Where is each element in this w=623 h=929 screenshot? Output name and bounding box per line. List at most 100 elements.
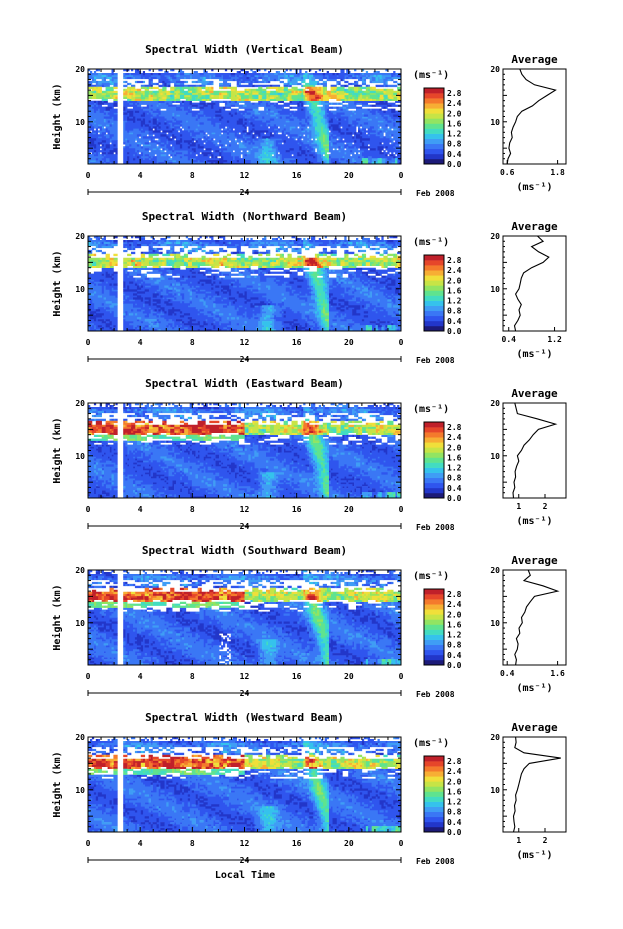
- x-tick-label: 8: [190, 839, 195, 848]
- heatmap-band: [111, 754, 402, 769]
- colorbar-tick-label: 2.0: [447, 443, 462, 452]
- date-label: Feb 2008: [416, 356, 455, 365]
- colorbar-cell: [424, 315, 444, 322]
- colorbar-unit: (ms⁻¹): [413, 237, 449, 248]
- heatmap-band: [88, 420, 324, 435]
- x-tick-label: 0: [86, 505, 91, 514]
- colorbar-tick-label: 0.0: [447, 494, 462, 503]
- colorbar-cell: [424, 644, 444, 651]
- colorbar-tick-label: 1.2: [447, 631, 462, 640]
- colorbar-cell: [424, 128, 444, 134]
- panel-title: Spectral Width (Eastward Beam): [145, 377, 344, 390]
- heatmap-band: [311, 94, 322, 101]
- heatmap-band: [91, 84, 402, 165]
- colorbar-unit: (ms⁻¹): [413, 571, 449, 582]
- colorbar-tick-label: 0.8: [447, 474, 462, 483]
- x-tick-label: 0: [399, 839, 404, 848]
- x-tick-label: 8: [190, 171, 195, 180]
- colorbar-cell: [424, 93, 444, 99]
- y-tick-label: 10: [75, 118, 85, 127]
- colorbar-cell: [424, 285, 444, 291]
- colorbar-cell: [424, 305, 444, 312]
- date-label: Feb 2008: [416, 690, 455, 699]
- panel-1: Spectral Width (Vertical Beam) 10 20 Height…: [51, 43, 567, 198]
- heatmap-band: [88, 737, 402, 833]
- colorbar-cell: [424, 265, 444, 271]
- colorbar-cell: [424, 472, 444, 479]
- heatmap-band: [88, 737, 402, 833]
- heatmap-cells: [88, 69, 402, 165]
- day-label: 24: [240, 856, 250, 865]
- colorbar-tick-label: 2.8: [447, 89, 462, 98]
- profile-title: Average: [511, 53, 558, 66]
- heatmap-cells: [88, 236, 402, 332]
- profile-frame: [502, 569, 567, 666]
- y-axis-label: Height (km): [51, 584, 63, 650]
- x-tick-label: 16: [292, 672, 302, 681]
- heatmap-band: [97, 420, 402, 497]
- colorbar-tick-label: 2.4: [447, 767, 462, 776]
- profile-x-tick-label: 2: [543, 836, 548, 845]
- colorbar-cell: [424, 634, 444, 640]
- colorbar-unit: (ms⁻¹): [413, 738, 449, 749]
- x-tick-label: 8: [190, 338, 195, 347]
- y-tick-label: 10: [75, 619, 85, 628]
- colorbar-cell: [424, 467, 444, 473]
- colorbar-cell: [424, 614, 444, 620]
- heatmap-cells: [88, 737, 402, 833]
- colorbar-cell: [424, 756, 444, 762]
- heatmap-band: [88, 420, 322, 435]
- colorbar-cell: [424, 118, 444, 124]
- colorbar-cell: [424, 629, 444, 635]
- colorbar-cell: [424, 604, 444, 610]
- colorbar-cell: [424, 310, 444, 317]
- colorbar-tick-label: 1.2: [447, 464, 462, 473]
- heatmap-band: [88, 754, 322, 769]
- y-tick-label: 20: [75, 566, 85, 575]
- colorbar-tick-label: 2.8: [447, 256, 462, 265]
- profile-panel: Average 10 20 1 2 (ms⁻¹): [490, 721, 567, 861]
- colorbar-cell: [424, 492, 444, 499]
- profile-y-tick-label: 20: [490, 733, 500, 742]
- profile-frame: [502, 235, 567, 332]
- panel-4: Spectral Width (Southward Beam) 10 20 Heigh…: [51, 544, 567, 699]
- profile-x-tick-label: 2: [543, 502, 548, 511]
- colorbar-tick-label: 0.8: [447, 808, 462, 817]
- colorbar-cell: [424, 786, 444, 792]
- colorbar-tick-label: 0.0: [447, 661, 462, 670]
- colorbar-tick-label: 2.0: [447, 777, 462, 786]
- colorbar-cell: [424, 143, 444, 150]
- date-label: Feb 2008: [416, 523, 455, 532]
- colorbar-tick-label: 1.6: [447, 453, 462, 462]
- y-tick-label: 20: [75, 232, 85, 241]
- heatmap-band: [88, 570, 402, 666]
- x-tick-label: 4: [138, 171, 143, 180]
- profile-x-tick-label: 1: [516, 502, 521, 511]
- colorbar-cell: [424, 816, 444, 823]
- colorbar-cell: [424, 826, 444, 833]
- colorbar-cell: [424, 113, 444, 119]
- x-tick-label: 20: [344, 505, 354, 514]
- colorbar-cell: [424, 649, 444, 656]
- heatmap-band: [90, 403, 402, 499]
- profile-frame: [502, 736, 567, 833]
- colorbar-tick-label: 2.4: [447, 433, 462, 442]
- colorbar-cell: [424, 260, 444, 266]
- colorbar-cell: [424, 761, 444, 767]
- heatmap-band: [91, 253, 402, 268]
- profile-line: [513, 235, 550, 332]
- colorbar: (ms⁻¹) 2.82.42.01.6 1.20.80.40.0: [413, 70, 462, 169]
- colorbar: (ms⁻¹) 2.82.42.01.6 1.20.80.40.0: [413, 738, 462, 837]
- heatmap-band: [88, 236, 402, 332]
- x-tick-label: 20: [344, 338, 354, 347]
- y-tick-label: 10: [75, 285, 85, 294]
- y-tick-label: 20: [75, 65, 85, 74]
- profile-panel: Average 10 20 1 2 (ms⁻¹): [490, 387, 567, 527]
- colorbar-tick-label: 2.4: [447, 266, 462, 275]
- profile-title: Average: [511, 554, 558, 567]
- x-tick-label: 4: [138, 505, 143, 514]
- colorbar-cell: [424, 270, 444, 276]
- profile-x-label: (ms⁻¹): [516, 850, 552, 861]
- panel-2: Spectral Width (Northward Beam) 10 20 Heigh…: [51, 210, 567, 365]
